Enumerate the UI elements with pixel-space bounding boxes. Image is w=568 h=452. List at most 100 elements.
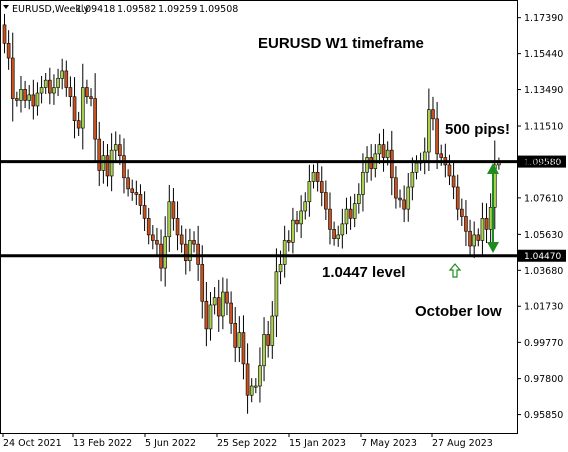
y-tick-label: 1.07610 — [524, 193, 563, 204]
candle — [299, 195, 303, 239]
candle — [76, 111, 81, 137]
candle — [142, 191, 147, 232]
candle — [435, 101, 439, 170]
x-tick-label: 25 Sep 2022 — [217, 438, 277, 449]
candle — [167, 184, 172, 252]
candle — [245, 343, 250, 414]
candle — [266, 320, 270, 358]
candle — [427, 88, 431, 171]
candle — [464, 200, 468, 246]
candle — [340, 208, 345, 249]
symbol-label: EURUSD,Weekly — [12, 4, 90, 15]
candle — [183, 228, 188, 275]
candle — [31, 79, 36, 120]
level-price-label: 1.04470 — [524, 252, 561, 262]
candle — [155, 227, 159, 256]
level-price-label: 1.09580 — [524, 158, 561, 168]
candle — [97, 121, 102, 186]
y-tick-label: 0.95850 — [524, 410, 563, 421]
candle — [6, 30, 11, 70]
candle — [23, 80, 27, 109]
candle — [291, 207, 295, 254]
candle — [336, 225, 341, 247]
candle — [130, 179, 135, 201]
candle — [192, 231, 196, 253]
level-annotation: 1.0447 level — [322, 264, 405, 281]
candle — [10, 32, 15, 122]
double-arrow-icon — [487, 163, 499, 253]
candle — [455, 174, 460, 221]
y-tick-label: 0.99770 — [524, 338, 563, 349]
candle — [406, 173, 411, 222]
candle — [151, 225, 155, 250]
candle — [60, 58, 64, 90]
y-tick-label: 1.03680 — [524, 266, 563, 277]
candle — [212, 287, 217, 315]
y-tick-label: 1.01730 — [524, 302, 563, 313]
symbol-dropdown-icon[interactable] — [3, 5, 9, 9]
candle — [295, 210, 299, 233]
candle — [468, 219, 472, 257]
candle — [307, 164, 312, 217]
plot-frame — [0, 0, 518, 434]
candle — [270, 301, 275, 359]
candle — [15, 91, 19, 107]
y-tick-label: 1.05630 — [524, 230, 563, 241]
candle — [398, 189, 402, 208]
y-tick-label: 1.15440 — [524, 49, 563, 60]
candle — [229, 291, 233, 334]
candle — [431, 96, 435, 131]
candle — [188, 228, 192, 272]
chart-title: EURUSD W1 timeframe — [258, 35, 424, 52]
candle — [447, 154, 452, 186]
candle — [225, 278, 229, 316]
candle — [381, 128, 386, 172]
candle — [303, 192, 308, 220]
candle — [146, 207, 151, 245]
candle — [410, 157, 415, 201]
candle — [377, 133, 382, 164]
candle — [357, 183, 361, 214]
candle — [163, 216, 167, 287]
candle — [175, 201, 180, 251]
candle — [365, 146, 369, 183]
candle — [484, 203, 489, 243]
candle — [237, 316, 242, 363]
candle — [122, 138, 126, 194]
candle — [43, 72, 48, 94]
candle — [402, 185, 406, 223]
ohlc-high: 1.09582 — [117, 4, 156, 15]
candle — [221, 277, 225, 330]
y-tick-label: 1.17390 — [524, 13, 563, 24]
candle — [126, 169, 130, 197]
candle — [113, 131, 118, 163]
candle — [324, 180, 328, 220]
candle — [19, 75, 23, 113]
ohlc-open: 1.09418 — [76, 4, 115, 15]
x-tick-label: 15 Jan 2023 — [289, 438, 346, 449]
candle — [200, 245, 205, 319]
candle — [258, 347, 262, 403]
candle — [332, 221, 336, 246]
y-tick-label: 1.11510 — [524, 122, 563, 133]
candle — [352, 193, 357, 228]
x-tick-label: 7 May 2023 — [361, 438, 417, 449]
candle — [72, 77, 77, 139]
candle — [328, 192, 332, 245]
level-price-tag — [518, 155, 566, 168]
candle — [233, 307, 238, 362]
candle — [319, 166, 324, 207]
candle — [179, 225, 184, 253]
low-annotation: October low — [415, 303, 502, 320]
candle — [27, 85, 32, 110]
candle — [138, 184, 143, 215]
candle — [311, 164, 316, 189]
candle — [52, 74, 56, 105]
candle — [254, 378, 258, 394]
y-tick-label: 0.97800 — [524, 374, 563, 385]
x-tick-label: 5 Jun 2022 — [145, 438, 196, 449]
candle — [39, 76, 44, 104]
candle — [394, 166, 398, 209]
candle — [460, 198, 464, 226]
